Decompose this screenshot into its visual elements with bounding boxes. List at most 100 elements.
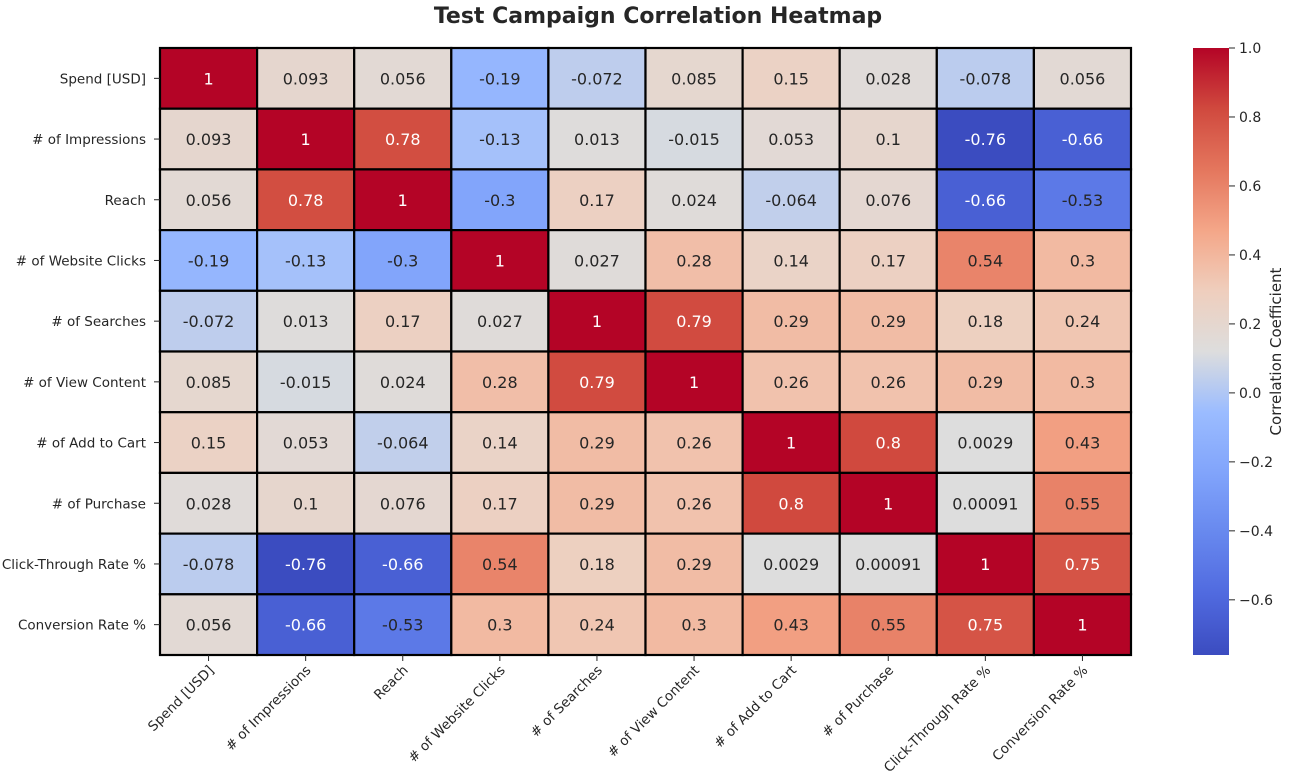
column-labels: Spend [USD] # of Impressions Reach# of Web… bbox=[145, 655, 1091, 776]
heatmap-cell bbox=[158, 289, 259, 353]
column-label: # of Impressions bbox=[223, 663, 315, 755]
cell-value-label: -0.064 bbox=[377, 434, 429, 453]
cell-value-label: 0.8 bbox=[778, 494, 803, 513]
heatmap-cell bbox=[1032, 471, 1133, 535]
cell-value-label: 1 bbox=[301, 130, 311, 149]
cell-value-label: 0.26 bbox=[870, 373, 906, 392]
heatmap-cell bbox=[838, 593, 938, 657]
cell-value-label: 0.26 bbox=[676, 434, 712, 453]
heatmap-cell bbox=[158, 46, 259, 110]
heatmap-cell bbox=[158, 350, 259, 414]
cell-value-label: 1 bbox=[495, 251, 505, 270]
cell-value-label: 0.55 bbox=[870, 616, 906, 635]
cell-value-label: 0.024 bbox=[671, 191, 717, 210]
cell-value-label: 0.0029 bbox=[763, 555, 819, 574]
row-labels: Spend [USD] # of Impressions Reach # of Web… bbox=[2, 71, 160, 634]
cell-value-label: 0.15 bbox=[773, 69, 809, 88]
heatmap-cell bbox=[1032, 411, 1133, 475]
cell-value-label: -0.53 bbox=[382, 616, 423, 635]
row-label: Spend [USD] bbox=[60, 71, 146, 87]
cell-value-label: 0.0029 bbox=[957, 434, 1013, 453]
heatmap-cell bbox=[450, 107, 550, 171]
heatmap-cell bbox=[353, 289, 453, 353]
cell-value-label: 1 bbox=[689, 373, 699, 392]
cell-value-label: 0.085 bbox=[671, 69, 717, 88]
cell-value-label: 0.54 bbox=[968, 251, 1004, 270]
cell-value-label: 0.29 bbox=[579, 434, 615, 453]
cell-value-label: 0.3 bbox=[487, 616, 512, 635]
cell-value-label: 0.75 bbox=[1065, 555, 1101, 574]
heatmap-cell bbox=[644, 107, 744, 171]
heatmap-cell bbox=[353, 593, 453, 657]
cell-value-label: 0.076 bbox=[865, 191, 911, 210]
heatmap-cell bbox=[547, 168, 647, 232]
cell-value-label: 0.79 bbox=[676, 312, 712, 331]
cell-value-label: 0.75 bbox=[968, 616, 1004, 635]
cell-value-label: 0.3 bbox=[681, 616, 706, 635]
column-label: # of Website Clicks bbox=[405, 663, 508, 766]
heatmap-cell bbox=[741, 107, 841, 171]
cell-value-label: 0.3 bbox=[1070, 251, 1095, 270]
cell-value-label: -0.19 bbox=[479, 69, 520, 88]
cell-value-label: 0.076 bbox=[380, 494, 426, 513]
heatmap-cell bbox=[256, 46, 356, 110]
heatmap-cell bbox=[256, 411, 356, 475]
cell-value-label: -0.66 bbox=[965, 191, 1006, 210]
cell-value-label: 0.29 bbox=[968, 373, 1004, 392]
heatmap-cell bbox=[353, 471, 453, 535]
cell-value-label: -0.072 bbox=[183, 312, 235, 331]
row-label: # of Website Clicks bbox=[16, 253, 146, 269]
heatmap-cell bbox=[838, 229, 938, 292]
heatmap-cell bbox=[935, 350, 1035, 414]
colorbar-tick-label: 0.4 bbox=[1239, 248, 1261, 264]
cell-value-label: 1 bbox=[883, 494, 893, 513]
column-label: Spend [USD] bbox=[145, 663, 217, 735]
row-label: # of View Content bbox=[23, 375, 146, 391]
cell-value-label: 1 bbox=[786, 434, 796, 453]
cell-value-label: 0.14 bbox=[773, 251, 809, 270]
cell-value-label: 0.55 bbox=[1065, 494, 1101, 513]
heatmap-cell bbox=[644, 471, 744, 535]
heatmap-cell bbox=[547, 107, 647, 171]
cell-value-label: -0.76 bbox=[285, 555, 326, 574]
cell-value-label: 0.29 bbox=[676, 555, 712, 574]
cell-value-label: -0.66 bbox=[285, 616, 326, 635]
cell-value-label: 0.056 bbox=[186, 616, 232, 635]
cell-value-label: 0.43 bbox=[773, 616, 809, 635]
heatmap-cell bbox=[1032, 350, 1133, 414]
cell-value-label: -0.064 bbox=[765, 191, 817, 210]
cell-value-label: 0.17 bbox=[579, 191, 615, 210]
cell-value-label: 0.056 bbox=[380, 69, 426, 88]
heatmap-cell bbox=[450, 411, 550, 475]
cell-value-label: 0.78 bbox=[288, 191, 324, 210]
colorbar-tick-label: 0.6 bbox=[1239, 179, 1261, 195]
cell-value-label: 0.053 bbox=[768, 130, 814, 149]
heatmap-cell bbox=[1032, 107, 1133, 171]
cell-value-label: 0.24 bbox=[579, 616, 615, 635]
cell-value-label: 0.093 bbox=[186, 130, 232, 149]
heatmap-cell bbox=[644, 593, 744, 657]
heatmap-cell bbox=[1032, 593, 1133, 657]
cell-value-label: -0.53 bbox=[1062, 191, 1103, 210]
cell-value-label: 0.17 bbox=[870, 251, 906, 270]
cell-value-label: 0.028 bbox=[865, 69, 911, 88]
heatmap-cell bbox=[450, 289, 550, 353]
heatmap-cell bbox=[547, 411, 647, 475]
heatmap-cell bbox=[838, 350, 938, 414]
cell-value-label: 0.18 bbox=[968, 312, 1004, 331]
column-label: # of View Content bbox=[605, 663, 703, 761]
colorbar-tick-label: 0.2 bbox=[1239, 317, 1261, 333]
cell-value-label: -0.13 bbox=[479, 130, 520, 149]
colorbar-label: Correlation Coefficient bbox=[1267, 267, 1285, 435]
colorbar-tick-label: 1.0 bbox=[1239, 41, 1261, 57]
heatmap-cell bbox=[838, 471, 938, 535]
cell-value-label: 0.26 bbox=[676, 494, 712, 513]
column-label: Reach bbox=[371, 663, 412, 704]
heatmap-cell bbox=[353, 107, 453, 171]
heatmap-cell bbox=[935, 229, 1035, 292]
cell-value-label: 0.29 bbox=[870, 312, 906, 331]
cell-value-label: 0.085 bbox=[186, 373, 232, 392]
colorbar-tick-label: −0.2 bbox=[1239, 455, 1273, 471]
cell-value-label: 0.8 bbox=[876, 434, 901, 453]
